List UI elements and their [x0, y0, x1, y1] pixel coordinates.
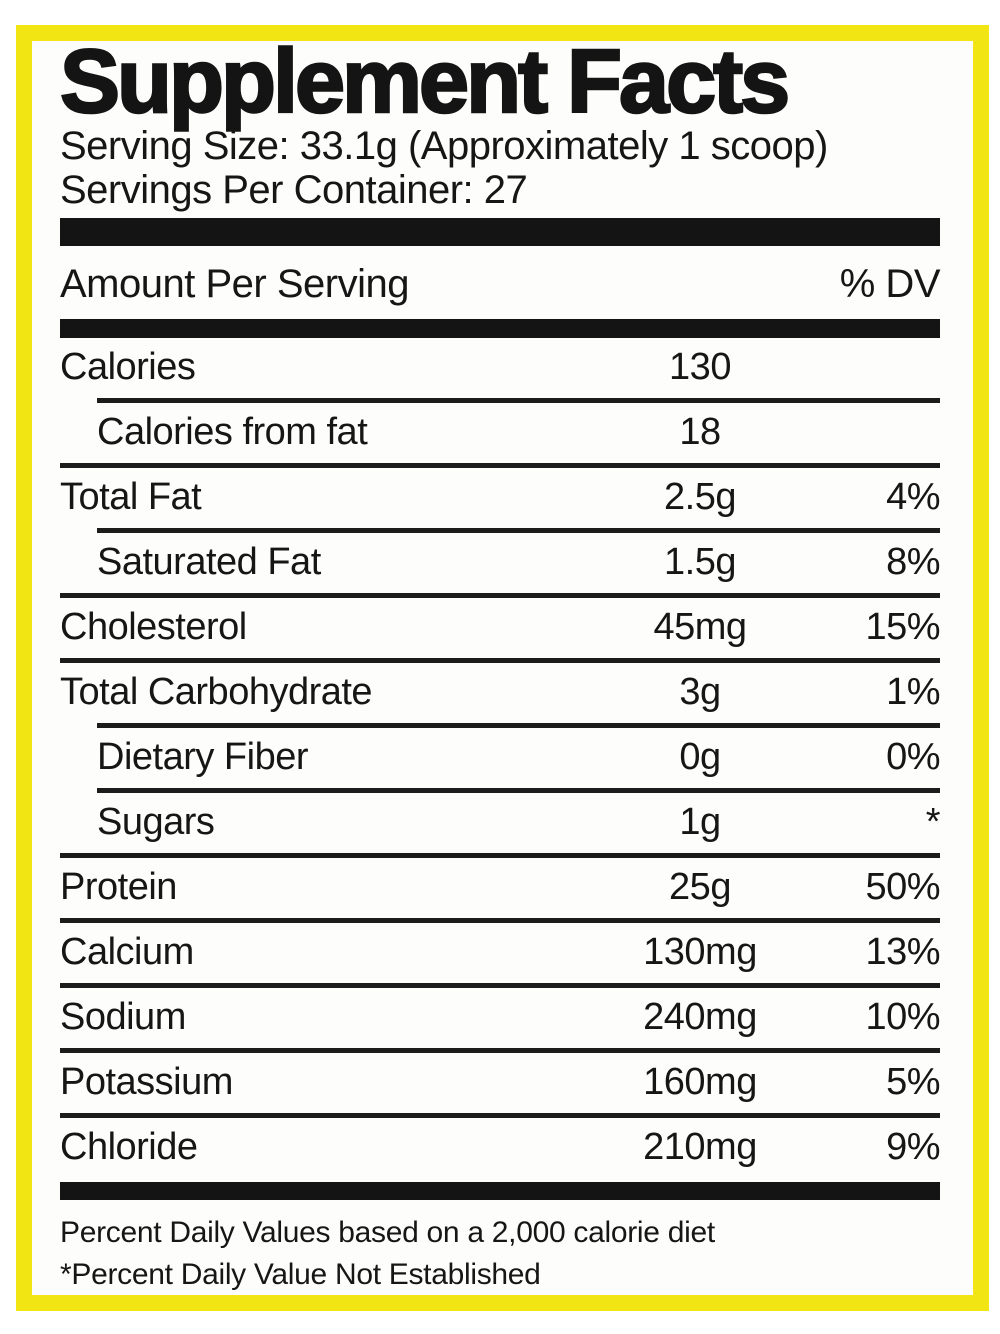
row-separator: [97, 397, 940, 403]
nutrient-amount: 130mg: [643, 931, 757, 974]
amount-per-serving-header: Amount Per Serving: [60, 261, 409, 306]
footnote-not-established: *Percent Daily Value Not Established: [60, 1258, 541, 1292]
table-row: Dietary Fiber 0g 0%: [60, 728, 941, 788]
nutrient-amount: 240mg: [643, 996, 757, 1039]
nutrient-dv: 4%: [886, 476, 940, 519]
nutrient-name: Cholesterol: [60, 606, 247, 649]
divider-bar-bottom: [60, 1181, 940, 1200]
row-separator: [60, 1112, 940, 1118]
nutrient-name: Sodium: [60, 996, 186, 1039]
nutrient-dv: 0%: [886, 736, 940, 779]
footnote-daily-values: Percent Daily Values based on a 2,000 ca…: [60, 1215, 715, 1249]
nutrient-name: Dietary Fiber: [97, 736, 309, 779]
nutrient-dv: 9%: [886, 1126, 940, 1169]
nutrient-amount: 45mg: [653, 606, 747, 649]
nutrient-amount: 18: [679, 411, 721, 454]
nutrient-dv: 8%: [886, 541, 940, 584]
footnotes: Percent Daily Values based on a 2,000 ca…: [60, 1212, 940, 1295]
divider-bar-top: [60, 217, 940, 246]
nutrient-amount: 210mg: [643, 1126, 757, 1169]
nutrient-dv: *: [925, 801, 941, 844]
nutrient-amount: 1g: [679, 801, 721, 844]
nutrient-name: Total Carbohydrate: [60, 671, 373, 714]
percent-dv-header: % DV: [839, 261, 941, 306]
nutrient-amount: 1.5g: [664, 541, 736, 584]
nutrient-dv: 10%: [865, 996, 940, 1039]
row-separator: [60, 917, 940, 923]
nutrient-amount: 160mg: [643, 1061, 757, 1104]
row-separator: [97, 787, 940, 793]
table-row: Calcium 130mg 13%: [60, 923, 941, 983]
nutrient-name: Saturated Fat: [97, 541, 321, 584]
table-row: Sugars 1g *: [60, 793, 941, 853]
nutrient-dv: 5%: [886, 1061, 940, 1104]
table-row: Total Carbohydrate 3g 1%: [60, 663, 941, 723]
table-row: Calories from fat 18: [60, 403, 940, 463]
nutrient-name: Total Fat: [60, 476, 202, 519]
row-separator: [60, 852, 940, 858]
column-header-row: Amount Per Serving % DV: [60, 246, 941, 319]
table-row: Sodium 240mg 10%: [60, 988, 941, 1048]
divider-bar-header: [60, 318, 940, 338]
nutrient-name: Calories: [60, 346, 196, 389]
nutrient-name: Chloride: [60, 1126, 198, 1169]
serving-size: Serving Size: 33.1g (Approximately 1 sco…: [60, 123, 828, 168]
nutrient-dv: 50%: [865, 866, 940, 909]
table-row: Chloride 210mg 9%: [60, 1118, 941, 1178]
table-row: Saturated Fat 1.5g 8%: [60, 533, 941, 593]
nutrient-dv: 1%: [886, 671, 940, 714]
row-separator: [60, 657, 940, 663]
nutrient-name: Calories from fat: [97, 411, 368, 454]
table-row: Protein 25g 50%: [60, 858, 941, 918]
servings-per-container: Servings Per Container: 27: [60, 167, 528, 212]
nutrient-name: Calcium: [60, 931, 194, 974]
nutrient-amount: 25g: [669, 866, 731, 909]
table-row: Total Fat 2.5g 4%: [60, 468, 941, 528]
row-separator: [60, 462, 940, 468]
nutrient-name: Protein: [60, 866, 177, 909]
table-row: Potassium 160mg 5%: [60, 1053, 941, 1113]
nutrient-dv: 13%: [865, 931, 940, 974]
nutrient-amount: 3g: [679, 671, 721, 714]
row-separator: [97, 722, 940, 728]
nutrient-name: Potassium: [60, 1061, 233, 1104]
nutrient-name: Sugars: [97, 801, 215, 844]
table-row: Cholesterol 45mg 15%: [60, 598, 941, 658]
row-separator: [60, 982, 940, 988]
table-row: Calories 130: [60, 338, 940, 398]
supplement-facts-panel: Supplement Facts Serving Size: 33.1g (Ap…: [16, 25, 989, 1311]
row-separator: [97, 527, 940, 533]
nutrient-dv: 15%: [865, 606, 940, 649]
supplement-facts-title: Supplement Facts: [59, 32, 792, 132]
row-separator: [60, 592, 940, 598]
nutrient-amount: 130: [669, 346, 731, 389]
nutrient-amount: 0g: [679, 736, 721, 779]
row-separator: [60, 1047, 940, 1053]
nutrient-amount: 2.5g: [664, 476, 736, 519]
